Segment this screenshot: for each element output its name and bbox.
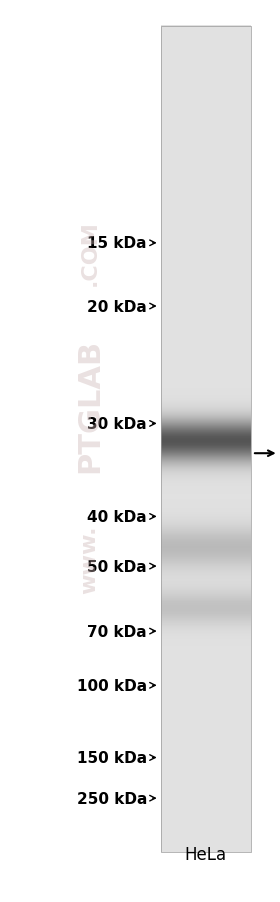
Text: HeLa: HeLa [185,845,227,863]
Text: 250 kDa: 250 kDa [77,791,147,805]
Text: 100 kDa: 100 kDa [77,678,147,693]
Text: www.: www. [80,525,100,594]
Text: 40 kDa: 40 kDa [87,510,147,524]
Text: 50 kDa: 50 kDa [87,559,147,574]
Text: 30 kDa: 30 kDa [87,417,147,431]
Text: 15 kDa: 15 kDa [87,236,147,251]
Text: .COM: .COM [80,220,100,285]
Text: 150 kDa: 150 kDa [77,750,147,765]
Text: PTGLAB: PTGLAB [75,339,104,473]
Bar [161,27,251,852]
Text: 70 kDa: 70 kDa [87,624,147,639]
Text: 20 kDa: 20 kDa [87,299,147,314]
